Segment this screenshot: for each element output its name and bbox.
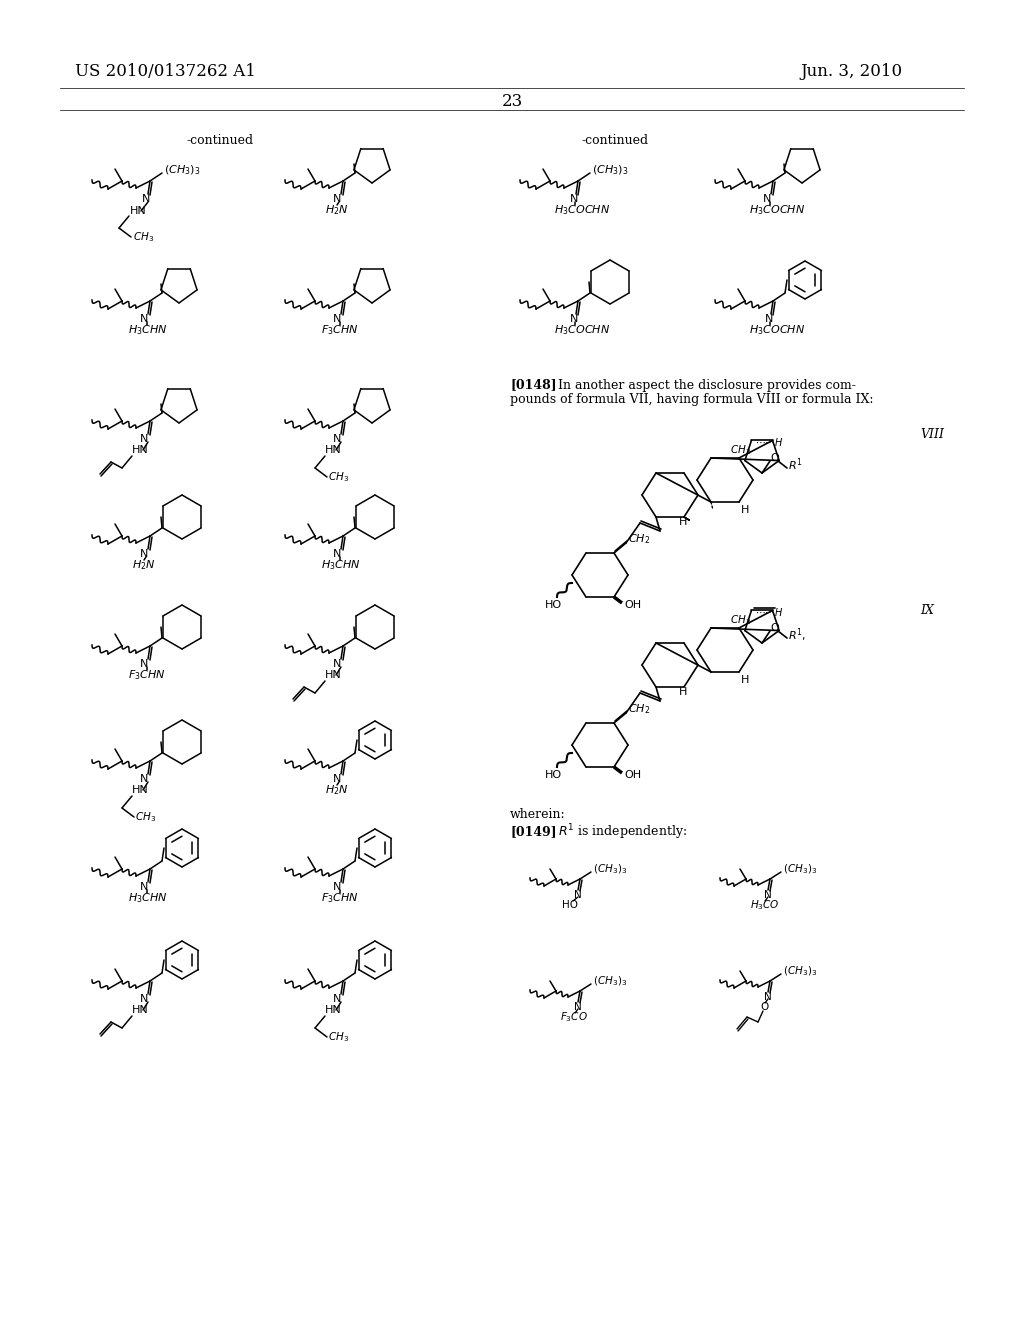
Text: N: N bbox=[764, 890, 772, 900]
Text: $\cdots\cdots H$: $\cdots\cdots H$ bbox=[756, 606, 784, 619]
Text: N: N bbox=[333, 659, 341, 669]
Text: $(CH_3)_3$: $(CH_3)_3$ bbox=[593, 974, 628, 987]
Text: N: N bbox=[574, 1002, 582, 1012]
Text: $H_2N$: $H_2N$ bbox=[325, 783, 348, 797]
Text: $F_3CHN$: $F_3CHN$ bbox=[321, 323, 358, 337]
Text: N: N bbox=[140, 774, 148, 784]
Text: H: H bbox=[679, 517, 687, 527]
Text: $(CH_3)_3$: $(CH_3)_3$ bbox=[164, 164, 201, 177]
Text: N: N bbox=[574, 890, 582, 900]
Text: N: N bbox=[765, 314, 773, 323]
Text: 23: 23 bbox=[502, 94, 522, 111]
Text: In another aspect the disclosure provides com-: In another aspect the disclosure provide… bbox=[558, 379, 856, 392]
Text: $R^1$: $R^1$ bbox=[788, 457, 803, 474]
Text: $CH_3$: $CH_3$ bbox=[135, 810, 156, 824]
Text: N: N bbox=[140, 994, 148, 1005]
Text: $H_3CO$: $H_3CO$ bbox=[750, 898, 779, 912]
Text: N: N bbox=[569, 194, 579, 205]
Text: $(CH_3)_3$: $(CH_3)_3$ bbox=[592, 164, 629, 177]
Text: N: N bbox=[763, 194, 771, 205]
Text: N: N bbox=[764, 993, 772, 1002]
Text: N: N bbox=[333, 314, 341, 323]
Text: [0149]: [0149] bbox=[510, 825, 557, 838]
Text: $(CH_3)_3$: $(CH_3)_3$ bbox=[783, 862, 817, 875]
Text: N: N bbox=[333, 774, 341, 784]
Text: H: H bbox=[679, 686, 687, 697]
Text: N: N bbox=[141, 194, 151, 205]
Text: N: N bbox=[333, 882, 341, 892]
Text: $CH_3$: $CH_3$ bbox=[133, 230, 154, 244]
Text: N: N bbox=[140, 659, 148, 669]
Text: N: N bbox=[569, 314, 579, 323]
Text: N: N bbox=[333, 194, 341, 205]
Text: $R^1$,: $R^1$, bbox=[788, 626, 806, 644]
Text: N: N bbox=[140, 549, 148, 558]
Text: $(CH_3)_3$: $(CH_3)_3$ bbox=[593, 862, 628, 875]
Text: HN: HN bbox=[132, 785, 148, 795]
Text: $CH_3$: $CH_3$ bbox=[328, 470, 349, 484]
Text: $F_3CHN$: $F_3CHN$ bbox=[321, 891, 358, 906]
Text: HN: HN bbox=[325, 1005, 342, 1015]
Text: $H_3COCHN$: $H_3COCHN$ bbox=[749, 323, 805, 337]
Text: HO: HO bbox=[545, 770, 562, 780]
Text: IX: IX bbox=[920, 603, 934, 616]
Text: $(CH_3)_3$: $(CH_3)_3$ bbox=[783, 964, 817, 978]
Text: US 2010/0137262 A1: US 2010/0137262 A1 bbox=[75, 63, 256, 81]
Text: OH: OH bbox=[624, 770, 641, 780]
Text: N: N bbox=[140, 882, 148, 892]
Text: HN: HN bbox=[325, 671, 342, 680]
Text: $H_3CHN$: $H_3CHN$ bbox=[128, 323, 168, 337]
Text: HN: HN bbox=[132, 445, 148, 455]
Text: N: N bbox=[333, 549, 341, 558]
Text: -continued: -continued bbox=[582, 133, 648, 147]
Text: $H_3CHN$: $H_3CHN$ bbox=[128, 891, 168, 906]
Text: $CH_3$: $CH_3$ bbox=[730, 444, 752, 457]
Text: wherein:: wherein: bbox=[510, 808, 565, 821]
Text: $H_3COCHN$: $H_3COCHN$ bbox=[554, 203, 610, 216]
Text: [0148]: [0148] bbox=[510, 379, 557, 392]
Text: HN: HN bbox=[130, 206, 146, 216]
Text: HN: HN bbox=[132, 1005, 148, 1015]
Text: $CH_3$: $CH_3$ bbox=[730, 612, 752, 627]
Text: $H_3COCHN$: $H_3COCHN$ bbox=[554, 323, 610, 337]
Text: OH: OH bbox=[624, 601, 641, 610]
Text: $CH_2$: $CH_2$ bbox=[628, 532, 650, 546]
Text: $H_2N$: $H_2N$ bbox=[132, 558, 156, 572]
Text: $CH_2$: $CH_2$ bbox=[628, 702, 650, 715]
Text: $H_2N$: $H_2N$ bbox=[325, 203, 348, 216]
Text: N: N bbox=[140, 434, 148, 444]
Text: N: N bbox=[333, 994, 341, 1005]
Text: $\cdots\cdots H$: $\cdots\cdots H$ bbox=[756, 437, 784, 449]
Text: O: O bbox=[770, 623, 778, 634]
Text: Jun. 3, 2010: Jun. 3, 2010 bbox=[800, 63, 902, 81]
Text: H: H bbox=[741, 506, 750, 515]
Text: $F_3CHN$: $F_3CHN$ bbox=[128, 668, 166, 682]
Text: $R^1$ is independently:: $R^1$ is independently: bbox=[558, 822, 687, 842]
Text: O: O bbox=[770, 453, 778, 463]
Text: $H_3COCHN$: $H_3COCHN$ bbox=[749, 203, 805, 216]
Text: HN: HN bbox=[325, 445, 342, 455]
Text: $F_3CO$: $F_3CO$ bbox=[560, 1010, 588, 1024]
Text: N: N bbox=[333, 434, 341, 444]
Text: -continued: -continued bbox=[186, 133, 254, 147]
Text: VIII: VIII bbox=[920, 429, 944, 441]
Text: H: H bbox=[741, 675, 750, 685]
Text: HO: HO bbox=[562, 900, 578, 909]
Text: N: N bbox=[140, 314, 148, 323]
Text: $CH_3$: $CH_3$ bbox=[328, 1030, 349, 1044]
Text: HO: HO bbox=[545, 601, 562, 610]
Text: pounds of formula VII, having formula VIII or formula IX:: pounds of formula VII, having formula VI… bbox=[510, 393, 873, 407]
Text: $H_3CHN$: $H_3CHN$ bbox=[321, 558, 360, 572]
Text: O: O bbox=[760, 1002, 768, 1012]
